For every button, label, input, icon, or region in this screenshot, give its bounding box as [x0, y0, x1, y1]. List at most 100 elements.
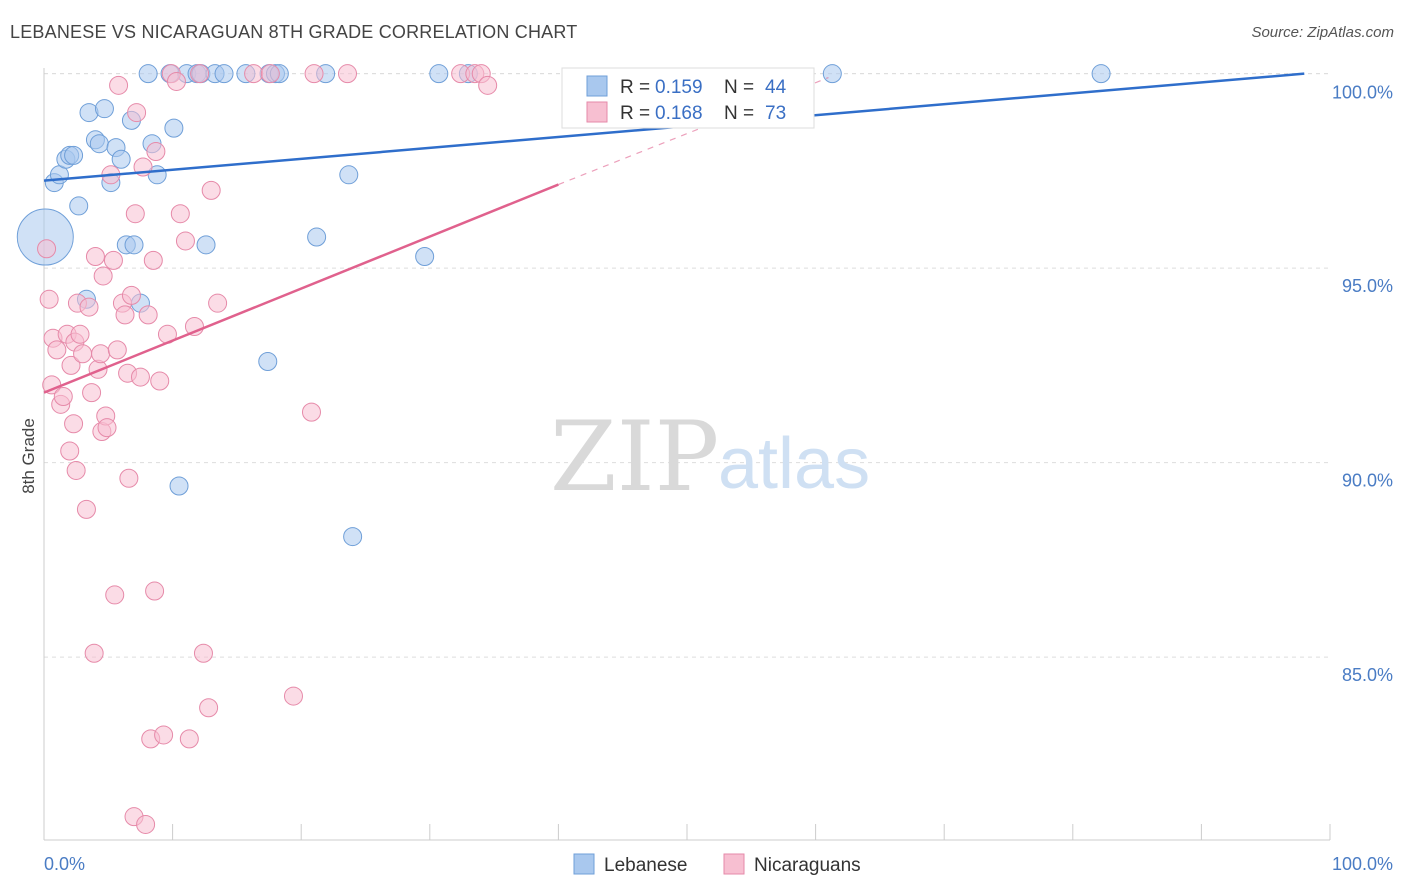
nicaraguan-point-20 — [85, 247, 105, 266]
legend-n-value-lebanese: 44 — [765, 77, 787, 98]
lebanese-point-0 — [16, 208, 74, 266]
chart-title: LEBANESE VS NICARAGUAN 8TH GRADE CORRELA… — [10, 22, 578, 42]
nicaraguan-point-65 — [301, 402, 321, 422]
nicaraguan-point-24 — [93, 266, 113, 286]
nicaraguan-point-15 — [73, 344, 93, 364]
nicaraguan-point-19 — [84, 643, 104, 663]
lebanese-point-43 — [822, 64, 842, 84]
nicaraguan-point-62 — [244, 64, 264, 84]
nicaraguan-point-48 — [150, 371, 170, 391]
y-axis-label: 8th Grade — [19, 418, 38, 494]
lebanese-point-41 — [429, 64, 449, 84]
lebanese-point-38 — [339, 165, 359, 185]
lebanese-point-14 — [111, 149, 131, 169]
watermark-zip: ZIP — [550, 401, 719, 513]
nicaraguan-point-14 — [70, 324, 90, 344]
y-tick-labels: 85.0% 90.0% 95.0% 100.0% — [1332, 83, 1393, 685]
nicaraguan-point-71 — [478, 75, 498, 95]
lebanese-point-30 — [214, 64, 234, 84]
gridlines — [44, 73, 1330, 658]
nicaraguan-point-12 — [66, 460, 86, 480]
x-tick-label-max: 100.0% — [1332, 854, 1393, 874]
nicaraguan-point-33 — [115, 305, 135, 325]
nicaraguan-point-8 — [60, 441, 80, 461]
nicaraguan-point-26 — [97, 418, 117, 438]
lebanese-point-17 — [124, 235, 144, 255]
nicaraguan-point-58 — [193, 643, 213, 663]
nicaraguan-point-52 — [166, 71, 186, 91]
nicaraguan-point-63 — [260, 64, 280, 84]
nicaraguan-point-67 — [337, 64, 357, 84]
nicaraguan-point-22 — [91, 344, 111, 364]
nicaraguan-point-54 — [175, 231, 195, 251]
legend-r-label-nicaraguans: R = — [620, 103, 650, 124]
nicaraguan-trend-line — [43, 183, 559, 394]
legend-n-label-nicaraguans: N = — [724, 103, 754, 124]
nicaraguan-point-49 — [154, 725, 174, 745]
y-tick-label-90: 90.0% — [1342, 471, 1393, 491]
x-tick-label-min: 0.0% — [44, 854, 85, 874]
nicaraguan-point-47 — [146, 141, 166, 161]
nicaraguan-point-61 — [208, 293, 228, 313]
y-tick-label-100: 100.0% — [1332, 83, 1393, 103]
stats-legend: R = 0.159 N = 44 R = 0.168 N = 73 — [561, 67, 815, 129]
nicaraguan-point-60 — [201, 180, 221, 200]
lebanese-point-40 — [415, 247, 435, 266]
nicaraguan-point-64 — [283, 686, 303, 706]
lebanese-points — [16, 64, 1111, 547]
lebanese-point-23 — [164, 118, 184, 138]
legend-n-value-nicaraguans: 73 — [765, 103, 786, 124]
nicaraguan-point-1 — [39, 289, 59, 309]
nicaraguan-point-39 — [125, 204, 145, 224]
nicaraguan-point-16 — [76, 499, 96, 519]
nicaraguan-point-46 — [145, 581, 165, 601]
nicaraguan-point-17 — [79, 297, 99, 317]
series-legend: Lebanese Nicaraguans — [573, 853, 861, 876]
legend-n-label-lebanese: N = — [724, 77, 754, 98]
legend-r-label-lebanese: R = — [620, 77, 650, 98]
lebanese-point-24 — [169, 476, 189, 496]
nicaraguan-point-45 — [143, 250, 163, 270]
nicaraguan-point-57 — [190, 64, 210, 84]
nicaraguan-point-42 — [136, 814, 156, 834]
nicaraguan-point-66 — [304, 64, 324, 84]
lebanese-point-6 — [69, 196, 89, 216]
legend-r-value-lebanese: 0.159 — [655, 77, 703, 98]
nicaraguan-point-6 — [53, 387, 73, 407]
source-label: Source: ZipAtlas.com — [1251, 24, 1394, 41]
nicaraguan-point-29 — [105, 585, 125, 605]
nicaraguan-point-59 — [199, 698, 219, 718]
nicaraguan-point-28 — [103, 250, 123, 270]
nicaraguan-point-38 — [127, 103, 147, 123]
lebanese-point-44 — [1091, 64, 1111, 84]
nicaraguan-point-31 — [109, 75, 129, 95]
watermark-atlas: atlas — [718, 424, 870, 504]
nicaraguan-point-30 — [107, 340, 127, 360]
nicaraguan-point-9 — [61, 355, 81, 375]
legend-r-value-nicaraguans: 0.168 — [655, 103, 703, 124]
legend-swatch-lebanese — [586, 75, 608, 97]
axes — [43, 68, 1331, 841]
nicaraguan-point-18 — [82, 383, 102, 403]
y-tick-label-95: 95.0% — [1342, 276, 1393, 296]
bottom-legend-nicaraguans: Nicaraguans — [754, 855, 861, 876]
nicaraguan-point-4 — [47, 340, 67, 360]
lebanese-point-19 — [138, 64, 158, 84]
nicaraguan-point-40 — [130, 367, 150, 387]
nicaraguan-point-55 — [179, 729, 199, 749]
lebanese-point-11 — [94, 99, 114, 119]
nicaraguan-point-36 — [121, 285, 141, 305]
bottom-legend-lebanese: Lebanese — [604, 855, 687, 876]
lebanese-point-35 — [258, 352, 278, 372]
nicaraguan-point-10 — [64, 414, 84, 434]
nicaraguan-point-53 — [170, 204, 190, 224]
bottom-legend-swatch-nicaraguans — [723, 853, 745, 875]
nicaraguan-point-35 — [119, 468, 139, 488]
lebanese-point-39 — [343, 527, 363, 547]
lebanese-point-28 — [196, 235, 216, 255]
y-tick-label-85: 85.0% — [1342, 665, 1393, 685]
lebanese-point-36 — [307, 227, 327, 247]
nicaraguan-point-43 — [138, 305, 158, 325]
lebanese-point-10 — [89, 134, 109, 154]
